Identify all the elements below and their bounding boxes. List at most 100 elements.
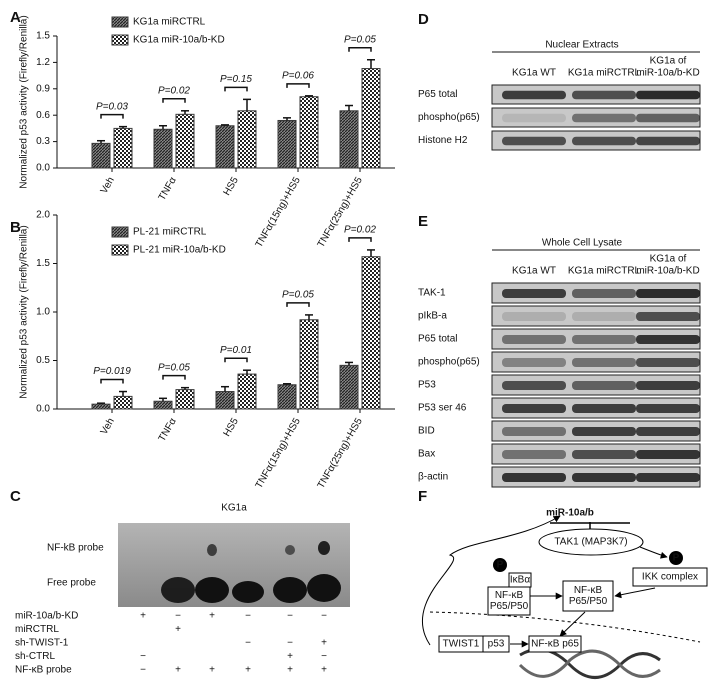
arrow xyxy=(559,611,586,637)
node-label: P65/P50 xyxy=(569,596,608,607)
blot-band xyxy=(636,90,700,100)
blot-band xyxy=(572,136,636,146)
x-tick-label: HS5 xyxy=(222,416,241,439)
panel-c: C KG1a NF-kB probe Free probe miR-10a/b-KD + −… xyxy=(10,488,350,676)
condition-sign: + xyxy=(321,638,327,649)
bar xyxy=(361,256,381,410)
blot-band xyxy=(572,312,636,321)
legend-swatch xyxy=(111,226,129,238)
row-label: β-actin xyxy=(418,472,448,483)
blot-band xyxy=(572,113,636,123)
column-header: KG1a miRCTRL xyxy=(568,68,641,79)
condition-sign: − xyxy=(321,611,327,622)
dna xyxy=(518,649,661,678)
node-label: miR-10a/b xyxy=(546,508,594,519)
blot-band xyxy=(502,113,566,123)
x-tick-label: TNFα(15ng)+HS5 xyxy=(254,175,303,250)
bar xyxy=(237,110,257,169)
row-label: P53 ser 46 xyxy=(418,403,467,414)
node-shape xyxy=(487,586,531,616)
x-tick-label: TNFα(25ng)+HS5 xyxy=(316,416,365,491)
blot-band xyxy=(636,335,700,344)
blot-band xyxy=(636,404,700,413)
blot-band xyxy=(572,450,636,459)
condition-sign: + xyxy=(287,665,293,676)
condition-label: miR-10a/b-KD xyxy=(15,611,78,622)
y-tick-label: 2.0 xyxy=(36,210,50,221)
blot-band xyxy=(502,450,566,459)
node-shape xyxy=(538,528,644,556)
bar xyxy=(153,400,173,410)
panel-label: E xyxy=(418,213,428,230)
blot-band xyxy=(636,358,700,367)
blot-band xyxy=(502,381,566,390)
x-tick-label: HS5 xyxy=(222,175,241,198)
p-value: P=0.02 xyxy=(158,85,190,96)
column-header: KG1a miRCTRL xyxy=(568,266,641,277)
p-value: P=0.06 xyxy=(282,70,314,81)
blot-title: Whole Cell Lysate xyxy=(542,238,623,249)
significance-bracket xyxy=(224,86,248,92)
bar xyxy=(153,128,173,169)
condition-sign: − xyxy=(175,611,181,622)
condition-label: sh-CTRL xyxy=(15,651,55,662)
legend-swatch xyxy=(111,244,129,256)
dna xyxy=(519,647,661,679)
row-label: Bax xyxy=(418,449,435,460)
p-value: P=0.05 xyxy=(158,362,190,373)
blot-band xyxy=(502,90,566,100)
significance-bracket xyxy=(348,237,372,242)
membrane xyxy=(429,611,701,643)
bar xyxy=(237,373,257,410)
arrow xyxy=(422,515,561,646)
significance-bracket xyxy=(162,98,186,103)
bar xyxy=(175,113,195,169)
y-tick-label: 0.5 xyxy=(36,355,50,366)
node-shape xyxy=(632,567,708,587)
node-shape xyxy=(562,580,614,612)
row-label: phospho(p65) xyxy=(418,357,480,368)
significance-bracket xyxy=(162,374,186,380)
blot-band xyxy=(502,358,566,367)
significance-bracket xyxy=(224,357,248,363)
blot-band xyxy=(572,404,636,413)
significance-bracket xyxy=(286,302,310,307)
bar xyxy=(215,391,235,410)
condition-sign: + xyxy=(175,665,181,676)
node-label: P xyxy=(673,553,680,564)
p-value: P=0.01 xyxy=(220,345,252,356)
p-value: P=0.03 xyxy=(96,101,128,112)
column-header: miR-10a/b-KD xyxy=(636,68,699,79)
blot-band xyxy=(636,113,700,123)
blot-band xyxy=(636,427,700,436)
gel-title: KG1a xyxy=(221,503,247,514)
legend-label: KG1a miR-10a/b-KD xyxy=(133,35,225,46)
y-axis-label: Normalized p53 activity (Firefly/Renilla… xyxy=(19,225,30,398)
panel-label: F xyxy=(418,488,427,505)
blot-band xyxy=(572,473,636,482)
legend-label: PL-21 miR-10a/b-KD xyxy=(133,245,226,256)
node-label: TWIST1 xyxy=(443,639,480,650)
condition-label: sh-TWIST-1 xyxy=(15,638,69,649)
node-label: NF-κB xyxy=(574,585,603,596)
condition-sign: + xyxy=(175,624,181,635)
bar xyxy=(215,125,235,169)
blot-band xyxy=(502,473,566,482)
y-tick-label: 1.0 xyxy=(36,307,50,318)
blot-band xyxy=(502,427,566,436)
blot-band xyxy=(502,335,566,344)
bar xyxy=(91,142,111,169)
blot-band xyxy=(572,90,636,100)
node-label: TAK1 (MAP3K7) xyxy=(554,537,627,548)
blot-band xyxy=(502,404,566,413)
blot-band xyxy=(572,289,636,298)
row-label: Histone H2 xyxy=(418,135,468,146)
node-shape xyxy=(493,558,507,572)
node-label: P65/P50 xyxy=(490,601,529,612)
node-label: p53 xyxy=(488,639,505,650)
column-header: KG1a WT xyxy=(512,68,556,79)
x-tick-label: TNFα(15ng)+HS5 xyxy=(254,416,303,491)
arrow xyxy=(614,587,656,599)
blot-band xyxy=(636,450,700,459)
bar xyxy=(113,395,133,410)
